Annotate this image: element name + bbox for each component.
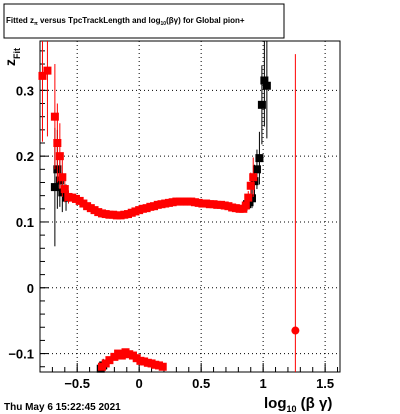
data-point bbox=[105, 356, 114, 365]
x-tick-label: 0 bbox=[136, 376, 143, 391]
data-point bbox=[50, 183, 59, 192]
data-point bbox=[255, 154, 264, 163]
chart-title: Fitted zπ versus TpcTrackLength and log1… bbox=[6, 16, 245, 27]
x-tick-label: −0.5 bbox=[64, 376, 90, 391]
data-point bbox=[260, 76, 269, 85]
tick-labels: −0.5 0 0.5 1 1.5 −0.1 0 0.1 0.2 0.3 bbox=[8, 83, 334, 391]
data-point bbox=[241, 201, 250, 210]
title-sub1: π bbox=[34, 21, 38, 27]
data-point bbox=[244, 193, 253, 202]
data-point bbox=[257, 100, 266, 109]
data-point bbox=[262, 81, 271, 90]
data-point bbox=[58, 173, 67, 182]
timestamp: Thu May 6 15:22:45 2021 bbox=[4, 402, 121, 413]
y-label-sub: Fit bbox=[12, 48, 22, 59]
data-point bbox=[43, 66, 52, 75]
x-tick-label: 1 bbox=[260, 376, 267, 391]
title-box bbox=[3, 3, 285, 39]
data-point bbox=[246, 181, 255, 190]
x-label-main: log bbox=[264, 395, 287, 412]
y-tick-label: 0 bbox=[27, 281, 34, 296]
data-point bbox=[53, 138, 62, 147]
title-sub2: 10 bbox=[161, 21, 167, 27]
data-point bbox=[252, 165, 261, 174]
x-label-suffix: (β γ) bbox=[297, 395, 333, 412]
x-axis-label: log10 (β γ) bbox=[264, 395, 332, 414]
title-prefix: Fitted z bbox=[6, 16, 34, 25]
data-point bbox=[50, 112, 59, 121]
x-label-sub: 10 bbox=[287, 404, 297, 414]
y-tick-label: −0.1 bbox=[8, 347, 34, 362]
y-tick-label: 0.2 bbox=[16, 149, 34, 164]
data-point bbox=[55, 152, 64, 161]
data-point bbox=[249, 173, 258, 182]
data-point bbox=[291, 326, 300, 335]
title-suffix: (βγ) for Global pion+ bbox=[166, 16, 245, 25]
data-point bbox=[60, 185, 69, 194]
x-tick-label: 1.5 bbox=[316, 376, 334, 391]
axis-ticks bbox=[40, 50, 339, 372]
y-label-main: z bbox=[2, 59, 18, 66]
title-middle: versus TpcTrackLength and log bbox=[38, 16, 161, 25]
plot-frame bbox=[39, 40, 341, 373]
data-marks bbox=[38, 41, 300, 373]
y-tick-label: 0.3 bbox=[16, 83, 34, 98]
x-tick-label: 0.5 bbox=[192, 376, 210, 391]
y-tick-label: 0.1 bbox=[16, 215, 34, 230]
y-axis-label: zFit bbox=[2, 48, 22, 66]
data-point bbox=[158, 362, 167, 371]
data-point bbox=[38, 71, 47, 80]
